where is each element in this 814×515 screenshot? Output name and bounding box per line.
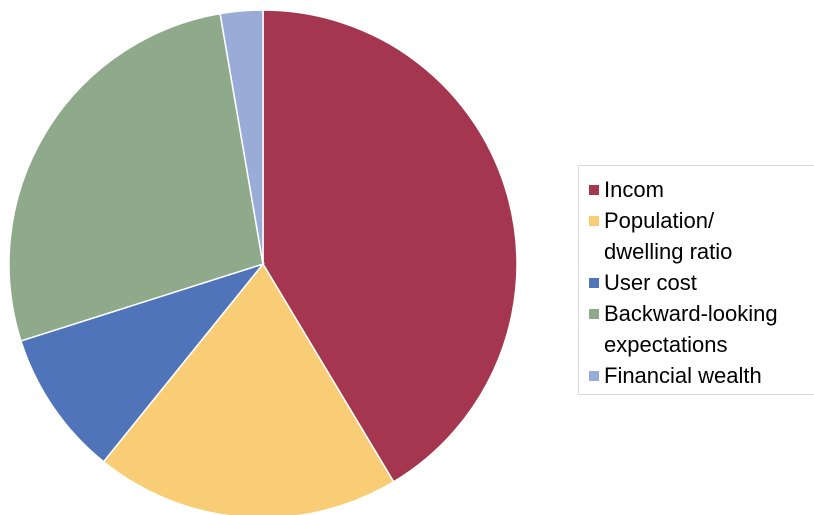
legend-label-user-cost: User cost [604, 270, 697, 295]
legend-label-financial-wealth: Financial wealth [604, 363, 762, 388]
legend-label-backward-looking-expectations: Backward-looking expectations [604, 301, 778, 357]
legend-item-income: Incom [589, 174, 814, 205]
legend-swatch-backward-looking-expectations [589, 309, 599, 319]
legend-label-population-dwelling-ratio: Population/ dwelling ratio [604, 208, 733, 264]
legend-item-backward-looking-expectations: Backward-looking expectations [589, 298, 814, 360]
legend-item-population-dwelling-ratio: Population/ dwelling ratio [589, 205, 814, 267]
legend-swatch-income [589, 185, 599, 195]
legend-swatch-population-dwelling-ratio [589, 216, 599, 226]
legend-swatch-financial-wealth [589, 371, 599, 381]
legend-item-financial-wealth: Financial wealth [589, 360, 814, 391]
pie-slice-financial-wealth [219, 9, 264, 265]
legend-swatch-user-cost [589, 278, 599, 288]
legend-item-user-cost: User cost [589, 267, 814, 298]
pie-slice-backward-looking-expectations [8, 12, 264, 342]
legend: Incom Population/ dwelling ratio User co… [578, 165, 814, 395]
pie-slice-population-dwelling-ratio [102, 262, 395, 515]
pie-slice-income [262, 9, 518, 483]
pie-slice-user-cost [19, 262, 266, 463]
legend-label-income: Incom [604, 177, 664, 202]
